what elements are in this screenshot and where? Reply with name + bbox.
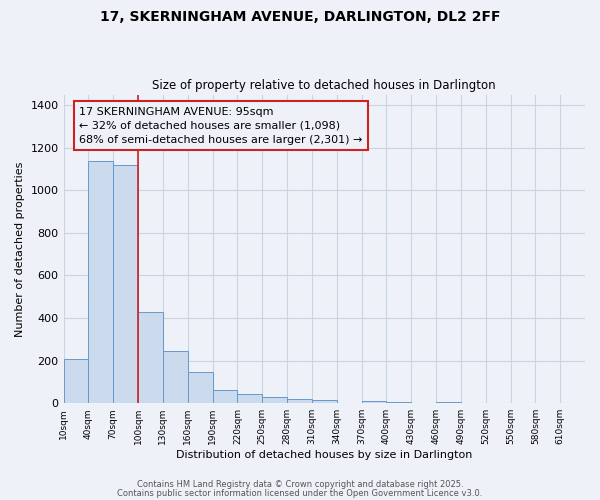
Bar (262, 397, 287, 403)
Text: 17, SKERNINGHAM AVENUE, DARLINGTON, DL2 2FF: 17, SKERNINGHAM AVENUE, DARLINGTON, DL2 … (100, 10, 500, 24)
Y-axis label: Number of detached properties: Number of detached properties (15, 161, 25, 336)
Title: Size of property relative to detached houses in Darlington: Size of property relative to detached ho… (152, 79, 496, 92)
Bar (64, 358, 88, 403)
Text: 17 SKERNINGHAM AVENUE: 95sqm
← 32% of detached houses are smaller (1,098)
68% of: 17 SKERNINGHAM AVENUE: 95sqm ← 32% of de… (79, 107, 362, 145)
Bar (88, 160, 113, 403)
Bar (138, 312, 163, 403)
Bar (188, 372, 212, 403)
X-axis label: Distribution of detached houses by size in Darlington: Distribution of detached houses by size … (176, 450, 472, 460)
Text: Contains HM Land Registry data © Crown copyright and database right 2025.: Contains HM Land Registry data © Crown c… (137, 480, 463, 489)
Bar (312, 400, 337, 403)
Bar (163, 351, 188, 403)
Text: Contains public sector information licensed under the Open Government Licence v3: Contains public sector information licen… (118, 488, 482, 498)
Bar (113, 165, 138, 403)
Bar (386, 402, 411, 403)
Bar (287, 399, 312, 403)
Bar (238, 394, 262, 403)
Bar (362, 401, 386, 403)
Bar (436, 402, 461, 403)
Bar (212, 390, 238, 403)
